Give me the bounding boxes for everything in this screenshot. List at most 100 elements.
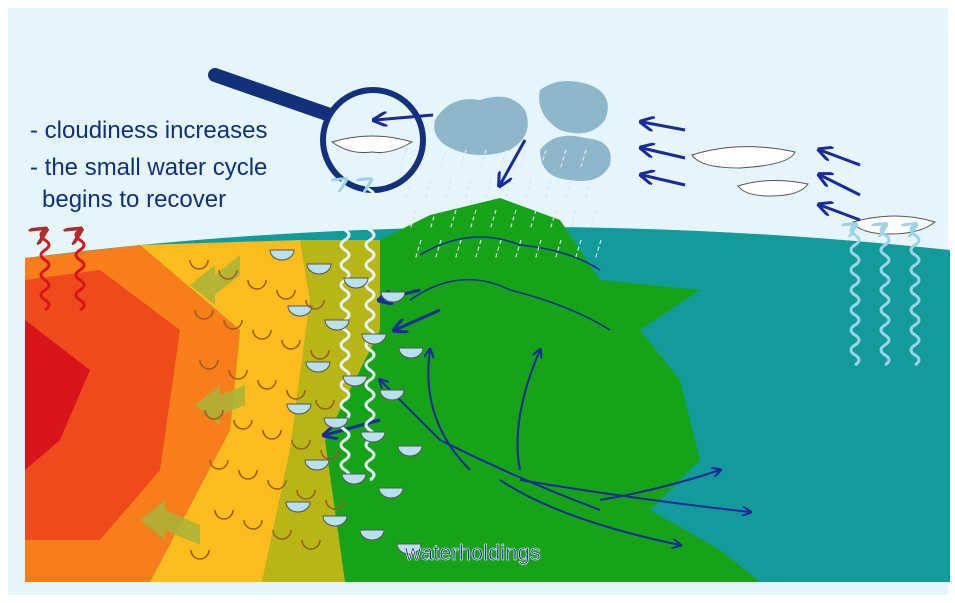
dry-pit xyxy=(320,449,340,460)
arrow xyxy=(820,150,861,167)
rain xyxy=(454,239,462,261)
waterholding xyxy=(343,277,369,289)
waterholding xyxy=(380,291,406,303)
waterholding xyxy=(342,375,368,387)
rain xyxy=(414,239,422,261)
rain xyxy=(509,209,517,231)
rain xyxy=(559,149,567,171)
olive-zone xyxy=(262,240,380,582)
waterholding xyxy=(323,417,349,429)
rain xyxy=(439,149,447,171)
rain xyxy=(569,209,577,231)
rain xyxy=(534,239,542,261)
waterholding xyxy=(360,431,386,443)
rain-clouds xyxy=(434,81,611,181)
waterholding xyxy=(269,249,295,261)
arrow xyxy=(375,115,434,120)
dry-pit xyxy=(247,279,267,290)
rain xyxy=(399,149,407,171)
river xyxy=(428,350,471,471)
river xyxy=(499,479,680,545)
rain xyxy=(574,239,582,261)
dry-pit xyxy=(276,289,296,300)
rain xyxy=(409,209,417,231)
river xyxy=(516,350,541,471)
dry-pit xyxy=(238,469,258,480)
evaporation xyxy=(881,225,891,367)
waterholding xyxy=(285,501,311,513)
rain xyxy=(489,209,497,231)
evaporation xyxy=(851,225,861,367)
dry-pit xyxy=(286,389,306,400)
arrow xyxy=(820,175,861,197)
dry-pit xyxy=(267,479,287,490)
rain xyxy=(479,149,487,171)
waterholding xyxy=(398,347,424,359)
green-land xyxy=(325,198,760,582)
rain xyxy=(499,149,507,171)
dry-pit xyxy=(223,319,243,330)
arrow xyxy=(325,418,381,435)
rain xyxy=(594,239,602,261)
dry-pit xyxy=(209,459,229,470)
rain xyxy=(564,179,572,201)
magnified-cloud xyxy=(330,135,414,153)
arrow xyxy=(642,175,686,187)
rain xyxy=(494,239,502,261)
rain xyxy=(514,239,522,261)
dry-pit xyxy=(310,349,330,360)
dry-pit xyxy=(194,309,214,320)
rain xyxy=(459,149,467,171)
rain xyxy=(539,149,547,171)
waterholding xyxy=(359,529,385,541)
waterholding xyxy=(361,333,387,345)
rain xyxy=(589,209,597,231)
waterholdings-label: waterholdings xyxy=(404,540,541,565)
caption-line: begins to recover xyxy=(42,186,226,213)
dry-pit xyxy=(252,329,272,340)
dry-pit xyxy=(243,519,263,530)
rain xyxy=(524,179,532,201)
evaporation xyxy=(41,230,49,312)
dry-pit xyxy=(189,259,209,270)
rain xyxy=(579,149,587,171)
heat-arrow xyxy=(140,500,200,545)
rain xyxy=(444,179,452,201)
arrow xyxy=(395,308,441,330)
waterholding xyxy=(286,403,312,415)
waterholding xyxy=(341,473,367,485)
rain xyxy=(484,179,492,201)
ridge xyxy=(409,278,611,331)
dry-pit xyxy=(228,369,248,380)
rain xyxy=(464,179,472,201)
dry-pit xyxy=(291,439,311,450)
rain xyxy=(469,209,477,231)
dry-pit xyxy=(257,379,277,390)
waterholding xyxy=(397,445,423,457)
dry-pit xyxy=(315,399,335,410)
dry-pit xyxy=(281,339,301,350)
cloud xyxy=(434,96,528,155)
dry-pit xyxy=(301,539,321,550)
waterholding xyxy=(304,459,330,471)
ridge xyxy=(419,236,601,271)
dry-pit xyxy=(199,359,219,370)
rain xyxy=(584,179,592,201)
red-orange-zone xyxy=(25,270,180,540)
dry-pit xyxy=(204,409,224,420)
rain xyxy=(404,179,412,201)
rain xyxy=(419,149,427,171)
arrow xyxy=(820,205,861,222)
light-orange-zone xyxy=(140,240,310,582)
arrow xyxy=(642,148,686,160)
rain xyxy=(429,209,437,231)
rain xyxy=(554,239,562,261)
cloud xyxy=(540,135,611,181)
evaporation xyxy=(911,225,921,367)
rain xyxy=(529,209,537,231)
dry-pit xyxy=(305,299,325,310)
rain xyxy=(544,179,552,201)
arrow xyxy=(642,122,686,130)
